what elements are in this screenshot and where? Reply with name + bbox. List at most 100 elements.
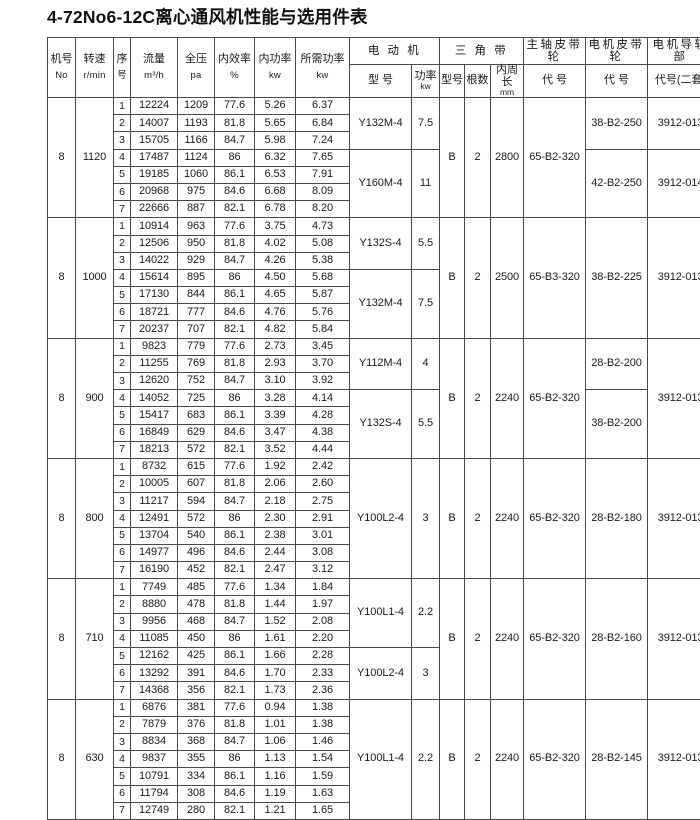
- cell-flow: 19185: [131, 166, 178, 183]
- header-internal-power: 内功率 kw: [255, 38, 296, 98]
- cell-required-power: 5.08: [296, 235, 350, 252]
- cell-total-pressure: 594: [178, 493, 215, 510]
- cell-total-pressure: 368: [178, 733, 215, 750]
- cell-belt-inner-length: 2240: [491, 338, 524, 458]
- cell-internal-power: 2.18: [255, 493, 296, 510]
- cell-flow: 11255: [131, 355, 178, 372]
- cell-total-pressure: 280: [178, 802, 215, 819]
- cell-speed: 1120: [76, 98, 114, 218]
- cell-required-power: 4.44: [296, 441, 350, 458]
- cell-internal-efficiency: 86.1: [215, 166, 255, 183]
- cell-internal-efficiency: 86.1: [215, 287, 255, 304]
- cell-required-power: 1.97: [296, 596, 350, 613]
- cell-belt-count: 2: [465, 579, 491, 699]
- cell-flow: 16849: [131, 424, 178, 441]
- cell-internal-power: 2.06: [255, 476, 296, 493]
- cell-motor-power: 7.5: [412, 269, 440, 338]
- cell-internal-power: 3.39: [255, 407, 296, 424]
- header-belt-inner-length: 内周长 mm: [491, 65, 524, 98]
- cell-internal-efficiency: 84.6: [215, 424, 255, 441]
- cell-motor-model: Y100L1-4: [350, 699, 412, 819]
- cell-flow: 16190: [131, 562, 178, 579]
- cell-total-pressure: 683: [178, 407, 215, 424]
- cell-internal-power: 1.34: [255, 579, 296, 596]
- header-flow: 流量 m³/h: [131, 38, 178, 98]
- cell-required-power: 3.70: [296, 355, 350, 372]
- header-group-motor-rail: 电机导轨部: [648, 38, 700, 65]
- cell-total-pressure: 572: [178, 441, 215, 458]
- cell-total-pressure: 752: [178, 373, 215, 390]
- cell-speed: 800: [76, 458, 114, 578]
- cell-required-power: 6.84: [296, 115, 350, 132]
- cell-total-pressure: 1060: [178, 166, 215, 183]
- cell-internal-efficiency: 84.6: [215, 304, 255, 321]
- cell-flow: 18213: [131, 441, 178, 458]
- cell-motor-pulley-code: 38-B2-200: [586, 390, 648, 459]
- header-seq: 序 号: [114, 38, 131, 98]
- cell-total-pressure: 1193: [178, 115, 215, 132]
- cell-motor-power: 5.5: [412, 390, 440, 459]
- cell-seq: 7: [114, 321, 131, 338]
- cell-internal-efficiency: 84.7: [215, 493, 255, 510]
- cell-internal-efficiency: 82.1: [215, 441, 255, 458]
- cell-seq: 7: [114, 802, 131, 819]
- header-internal-efficiency: 内效率 %: [215, 38, 255, 98]
- cell-internal-power: 4.65: [255, 287, 296, 304]
- cell-required-power: 4.73: [296, 218, 350, 235]
- cell-flow: 12162: [131, 648, 178, 665]
- cell-seq: 2: [114, 476, 131, 493]
- cell-internal-efficiency: 84.6: [215, 785, 255, 802]
- cell-internal-power: 1.16: [255, 768, 296, 785]
- cell-motor-power: 3: [412, 648, 440, 700]
- cell-total-pressure: 707: [178, 321, 215, 338]
- cell-seq: 4: [114, 751, 131, 768]
- cell-internal-efficiency: 81.8: [215, 235, 255, 252]
- cell-required-power: 1.54: [296, 751, 350, 768]
- cell-motor-model: Y132M-4: [350, 269, 412, 338]
- cell-seq: 1: [114, 218, 131, 235]
- cell-seq: 4: [114, 390, 131, 407]
- cell-internal-power: 6.78: [255, 201, 296, 218]
- cell-required-power: 3.92: [296, 373, 350, 390]
- cell-speed: 1000: [76, 218, 114, 338]
- cell-spindle-pulley-code: 65-B2-320: [524, 458, 586, 578]
- cell-internal-efficiency: 86: [215, 269, 255, 286]
- cell-seq: 3: [114, 252, 131, 269]
- header-group-spindle-pulley: 主轴皮带轮: [524, 38, 586, 65]
- cell-belt-model: B: [440, 699, 465, 819]
- cell-belt-count: 2: [465, 699, 491, 819]
- cell-motor-power: 3: [412, 458, 440, 578]
- cell-internal-efficiency: 77.6: [215, 98, 255, 115]
- cell-flow: 6876: [131, 699, 178, 716]
- cell-seq: 7: [114, 441, 131, 458]
- cell-seq: 2: [114, 115, 131, 132]
- cell-motor-model: Y132S-4: [350, 218, 412, 270]
- cell-required-power: 4.28: [296, 407, 350, 424]
- cell-total-pressure: 895: [178, 269, 215, 286]
- cell-flow: 18721: [131, 304, 178, 321]
- cell-total-pressure: 779: [178, 338, 215, 355]
- cell-internal-power: 3.47: [255, 424, 296, 441]
- cell-seq: 6: [114, 424, 131, 441]
- cell-internal-efficiency: 81.8: [215, 596, 255, 613]
- cell-required-power: 3.12: [296, 562, 350, 579]
- cell-internal-power: 6.68: [255, 183, 296, 200]
- cell-spindle-pulley-code: 65-B2-320: [524, 98, 586, 218]
- cell-internal-efficiency: 84.6: [215, 665, 255, 682]
- cell-motor-pulley-code: 28-B2-180: [586, 458, 648, 578]
- cell-required-power: 2.36: [296, 682, 350, 699]
- cell-internal-power: 2.93: [255, 355, 296, 372]
- cell-belt-inner-length: 2800: [491, 98, 524, 218]
- cell-flow: 20968: [131, 183, 178, 200]
- table-head: 机号 No 转速 r/min 序 号 流量 m³/h 全压 pa: [48, 38, 700, 98]
- cell-required-power: 3.08: [296, 544, 350, 561]
- cell-internal-efficiency: 84.6: [215, 544, 255, 561]
- cell-total-pressure: 540: [178, 527, 215, 544]
- cell-total-pressure: 629: [178, 424, 215, 441]
- cell-total-pressure: 496: [178, 544, 215, 561]
- cell-required-power: 3.01: [296, 527, 350, 544]
- cell-flow: 13292: [131, 665, 178, 682]
